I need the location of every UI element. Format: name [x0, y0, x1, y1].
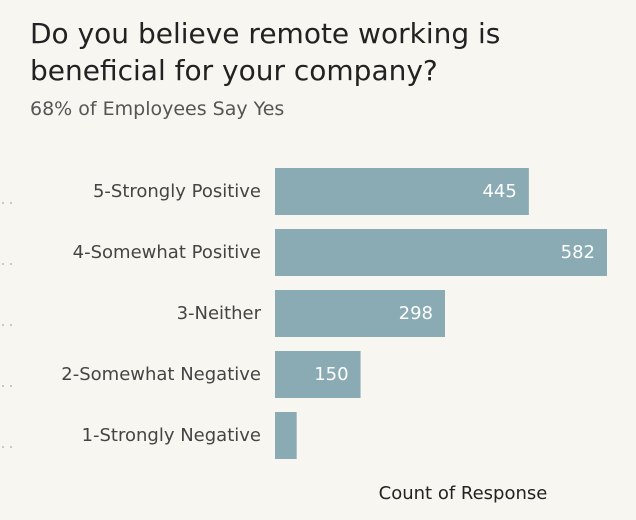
- tick-mark: [10, 263, 12, 265]
- chart-subtitle: 68% of Employees Say Yes: [30, 98, 285, 120]
- bar-2-somewhat-negative: [275, 351, 361, 398]
- chart-title: Do you believe remote working is benefic…: [30, 17, 501, 87]
- tick-mark: [10, 324, 12, 326]
- x-axis-title: Count of Response: [379, 483, 548, 504]
- bar-1-strongly-negative: [275, 412, 297, 459]
- tick-mark: [10, 385, 12, 387]
- value-label-3-neither: 298: [399, 303, 433, 324]
- category-label-1-strongly-negative: 1-Strongly Negative: [82, 425, 261, 446]
- bar-4-somewhat-positive: [275, 229, 607, 276]
- tick-mark: [2, 263, 4, 265]
- tick-mark: [10, 202, 12, 204]
- tick-mark: [2, 385, 4, 387]
- category-label-4-somewhat-positive: 4-Somewhat Positive: [73, 242, 261, 263]
- category-label-3-neither: 3-Neither: [177, 303, 262, 324]
- value-label-2-somewhat-negative: 150: [314, 364, 348, 385]
- tick-mark: [10, 446, 12, 448]
- tick-mark: [2, 202, 4, 204]
- category-label-2-somewhat-negative: 2-Somewhat Negative: [61, 364, 261, 385]
- category-label-5-strongly-positive: 5-Strongly Positive: [93, 181, 261, 202]
- tick-mark: [2, 446, 4, 448]
- bars-group: 5-Strongly Positive 445 4-Somewhat Positiv…: [2, 168, 607, 459]
- value-label-5-strongly-positive: 445: [482, 181, 516, 202]
- value-label-4-somewhat-positive: 582: [561, 242, 595, 263]
- bar-3-neither: [275, 290, 445, 337]
- tick-mark: [2, 324, 4, 326]
- bar-5-strongly-positive: [275, 168, 529, 215]
